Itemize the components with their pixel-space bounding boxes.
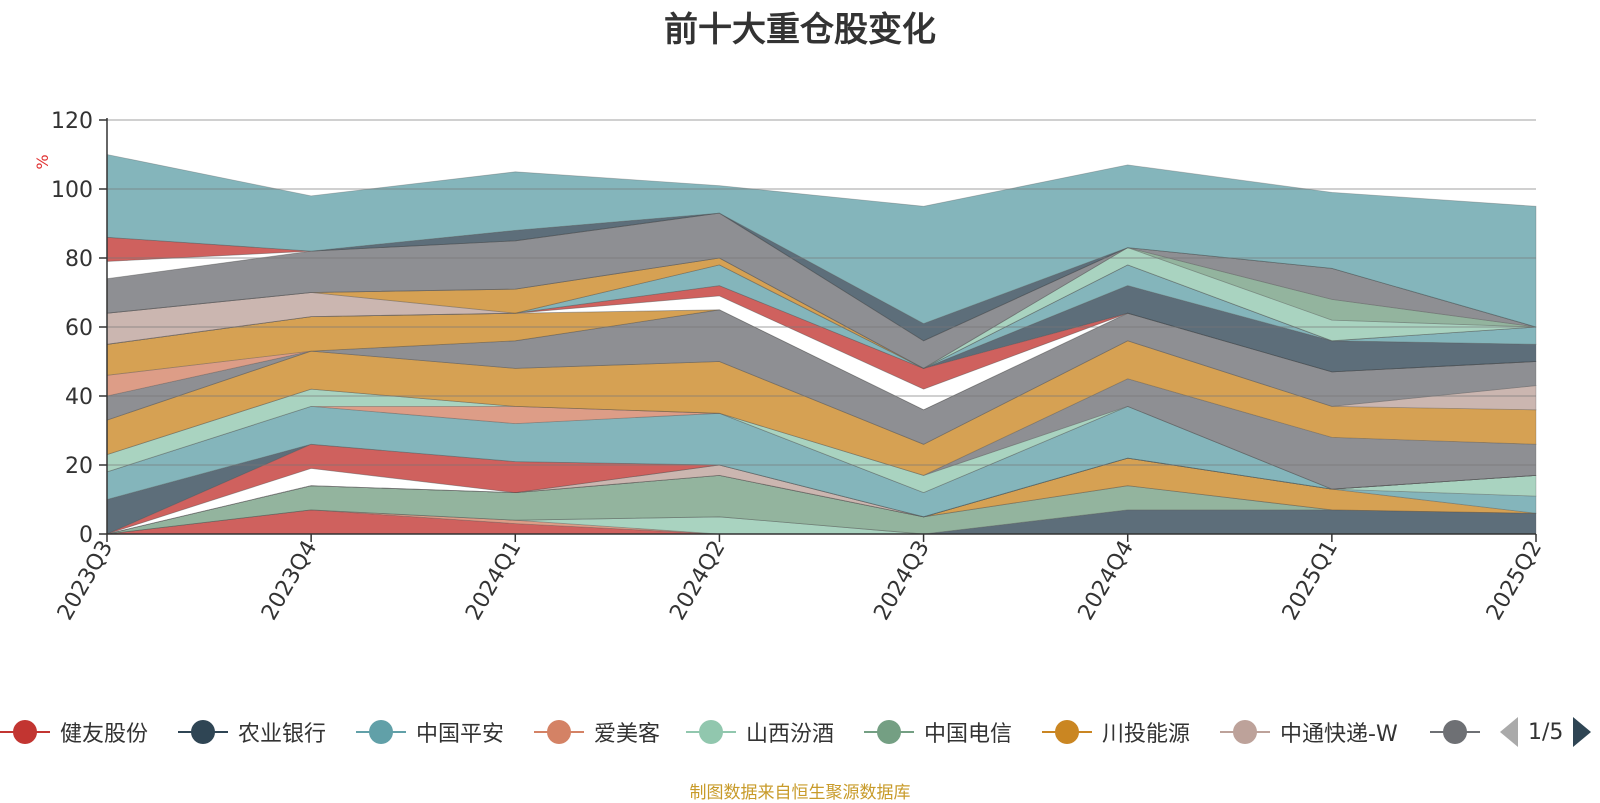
legend-item-7[interactable]: 川投能源: [1042, 712, 1190, 752]
legend-marker-icon: [356, 719, 406, 745]
area-series-19: [106, 340, 1537, 445]
legend-pager: 1/5: [1500, 712, 1592, 752]
y-tick-label-40: 40: [65, 385, 93, 410]
x-tick-label-2025Q2: 2025Q2: [1482, 537, 1547, 625]
chart-canvas: 0 20 40 60 80 100 120% 2023Q3 2023Q4 2024Q1 2024Q2…: [33, 109, 1547, 625]
legend-item-1[interactable]: 健友股份: [0, 712, 148, 752]
legend-label: 中国平安: [416, 722, 505, 747]
legend-item-5[interactable]: 山西汾酒: [686, 712, 834, 752]
legend-marker-icon: [864, 719, 914, 745]
legend-item-8[interactable]: 中通快递-W: [1220, 712, 1398, 752]
x-tick-label-2024Q1: 2024Q1: [461, 537, 526, 625]
area-series-20: [106, 309, 1537, 445]
y-tick-label-120: 120: [51, 109, 93, 134]
legend-page-indicator: 1/5: [1528, 719, 1564, 745]
legend-item-4[interactable]: 爱美客: [534, 712, 660, 752]
y-tick-label-0: 0: [79, 523, 93, 548]
chart-title: 前十大重仓股变化: [664, 10, 936, 50]
legend-label: 中通快递-W: [1280, 722, 1398, 747]
legend-label: 中国电信: [924, 722, 1013, 747]
x-tick-label-2024Q2: 2024Q2: [665, 537, 730, 625]
y-tick-label-60: 60: [65, 316, 93, 341]
legend-label: 农业银行: [238, 722, 327, 747]
x-tick-label-2023Q3: 2023Q3: [53, 537, 118, 625]
x-tick-label-2024Q3: 2024Q3: [869, 537, 934, 625]
area-series-group: [106, 154, 1537, 535]
y-tick-label-80: 80: [65, 247, 93, 272]
legend-marker-icon: [534, 719, 584, 745]
legend-item-6[interactable]: 中国电信: [864, 712, 1012, 752]
legend-item-2[interactable]: 农业银行: [178, 712, 326, 752]
legend-marker-icon: [0, 719, 50, 745]
y-axis-unit: %: [33, 154, 52, 169]
legend-label: 川投能源: [1102, 722, 1191, 747]
area-series-17: [106, 378, 1537, 490]
legend-marker-icon: [1220, 719, 1270, 745]
y-tick-label-20: 20: [65, 454, 93, 479]
legend-label: 爱美客: [594, 722, 661, 747]
legend-marker-icon: [178, 719, 228, 745]
x-tick-label-2023Q4: 2023Q4: [257, 537, 322, 625]
x-tick-label-2025Q1: 2025Q1: [1278, 537, 1343, 625]
legend-item-3[interactable]: 中国平安: [356, 712, 504, 752]
legend-prev-page-icon[interactable]: [1500, 717, 1518, 747]
legend: 健友股份 农业银行 中国平安 爱美客 山西汾酒 中国电信 川投能源 中通快递-W: [0, 712, 1600, 752]
legend-label: 健友股份: [60, 722, 149, 747]
legend-marker-icon: [1430, 719, 1480, 745]
y-tick-label-100: 100: [51, 178, 93, 203]
source-note: 制图数据来自恒生聚源数据库: [689, 783, 911, 803]
legend-marker-icon: [686, 719, 736, 745]
legend-item-9[interactable]: [1430, 712, 1480, 752]
legend-next-page-icon[interactable]: [1573, 717, 1592, 747]
legend-marker-icon: [1042, 719, 1092, 745]
x-tick-label-2024Q4: 2024Q4: [1074, 537, 1139, 625]
legend-label: 山西汾酒: [746, 722, 835, 747]
